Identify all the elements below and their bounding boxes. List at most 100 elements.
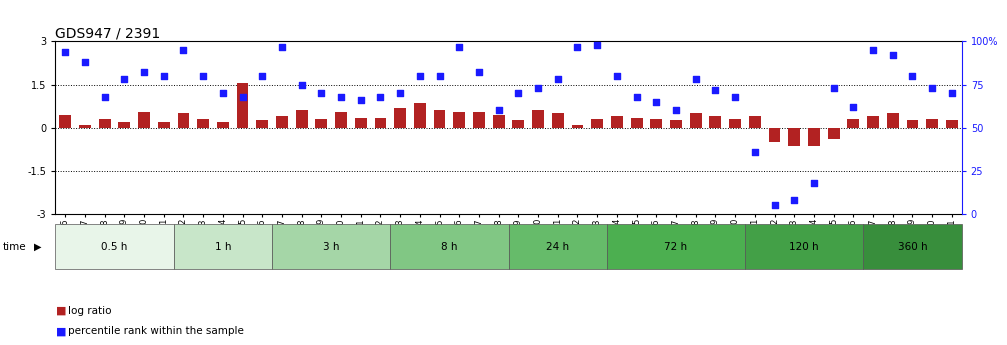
Bar <box>395 108 406 128</box>
Point <box>766 203 782 208</box>
Text: ■: ■ <box>56 326 66 336</box>
Point <box>490 108 507 113</box>
Text: log ratio: log ratio <box>68 306 112 315</box>
Bar <box>532 110 544 128</box>
Bar <box>453 112 465 128</box>
Bar <box>513 120 525 128</box>
Text: 0.5 h: 0.5 h <box>102 242 128 252</box>
Point <box>806 180 822 186</box>
Point <box>294 82 310 87</box>
Bar <box>710 116 721 128</box>
Point <box>511 90 527 96</box>
Bar <box>788 128 801 146</box>
Bar <box>863 224 962 269</box>
Bar <box>670 120 682 128</box>
Bar <box>177 113 189 128</box>
Point <box>845 104 861 110</box>
Point <box>904 73 920 79</box>
Text: ▶: ▶ <box>34 242 41 252</box>
Point <box>609 73 625 79</box>
Point <box>530 85 546 91</box>
Point <box>569 44 585 49</box>
Bar <box>729 119 741 128</box>
Text: 3 h: 3 h <box>323 242 339 252</box>
Text: GDS947 / 2391: GDS947 / 2391 <box>55 26 161 40</box>
Bar <box>119 122 130 128</box>
Bar <box>552 113 564 128</box>
Bar <box>946 120 958 128</box>
Point <box>156 73 172 79</box>
Text: 24 h: 24 h <box>546 242 569 252</box>
Point <box>471 70 487 75</box>
Point <box>944 90 960 96</box>
Bar <box>79 125 91 128</box>
Point <box>451 44 467 49</box>
Point <box>392 90 408 96</box>
Point <box>727 94 743 99</box>
Bar <box>173 224 272 269</box>
Text: time: time <box>3 242 26 252</box>
Bar <box>296 110 307 128</box>
Bar <box>749 116 760 128</box>
Bar <box>651 119 663 128</box>
Bar <box>630 118 642 128</box>
Point <box>707 87 723 92</box>
Point <box>274 44 290 49</box>
Bar <box>492 115 505 128</box>
Bar <box>197 119 209 128</box>
Point <box>432 73 448 79</box>
Bar <box>276 116 288 128</box>
Bar <box>509 224 607 269</box>
Bar <box>828 128 840 139</box>
Point <box>412 73 428 79</box>
Point <box>57 49 74 55</box>
Bar <box>138 112 150 128</box>
Point <box>786 197 803 203</box>
Point <box>865 47 881 53</box>
Text: 8 h: 8 h <box>441 242 457 252</box>
Bar <box>808 128 820 146</box>
Point <box>885 52 901 58</box>
Bar <box>926 119 939 128</box>
Text: percentile rank within the sample: percentile rank within the sample <box>68 326 245 336</box>
Bar <box>745 224 863 269</box>
Bar <box>55 224 173 269</box>
Bar <box>867 116 879 128</box>
Point <box>747 149 763 155</box>
Point <box>116 77 132 82</box>
Point <box>77 59 93 65</box>
Bar <box>887 113 898 128</box>
Point <box>136 70 152 75</box>
Point <box>373 94 389 99</box>
Bar <box>335 112 347 128</box>
Point <box>313 90 329 96</box>
Point <box>175 47 191 53</box>
Bar <box>607 224 745 269</box>
Bar <box>217 122 229 128</box>
Point <box>352 97 369 103</box>
Point <box>826 85 842 91</box>
Bar <box>257 120 268 128</box>
Bar <box>848 119 859 128</box>
Bar <box>375 118 387 128</box>
Bar <box>414 103 426 128</box>
Bar <box>591 119 603 128</box>
Bar <box>572 125 583 128</box>
Bar <box>158 122 169 128</box>
Text: 72 h: 72 h <box>665 242 688 252</box>
Point <box>254 73 270 79</box>
Point <box>235 94 251 99</box>
Text: ■: ■ <box>56 306 66 315</box>
Text: 1 h: 1 h <box>214 242 231 252</box>
Bar <box>473 112 485 128</box>
Point <box>550 77 566 82</box>
Bar <box>611 116 622 128</box>
Bar <box>906 120 918 128</box>
Bar <box>99 119 111 128</box>
Point <box>628 94 644 99</box>
Point <box>195 73 211 79</box>
Point <box>688 77 704 82</box>
Bar <box>237 83 249 128</box>
Point <box>668 108 684 113</box>
Point <box>649 99 665 105</box>
